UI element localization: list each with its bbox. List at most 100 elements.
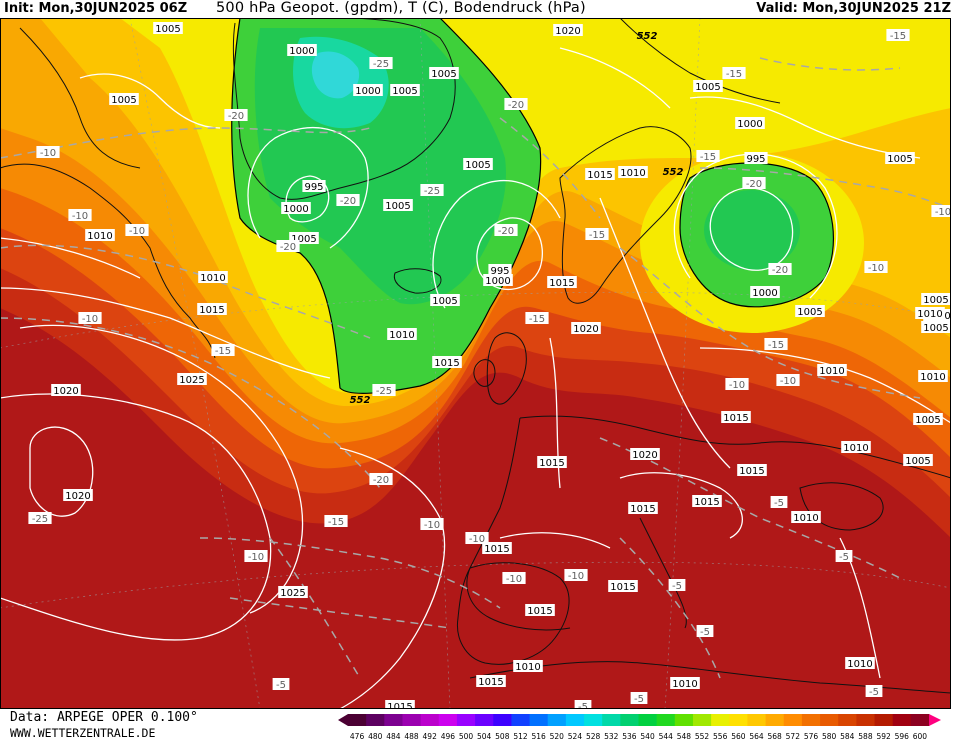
- isotherm-label: -25: [373, 59, 389, 70]
- colorbar-swatch: [910, 714, 930, 726]
- t-label-bg: [68, 209, 92, 221]
- isotherm-label: -10: [40, 148, 56, 159]
- t-label-bg: [764, 338, 788, 350]
- p-label-bg: [153, 22, 183, 34]
- isobar-label: 1010: [793, 513, 818, 524]
- colorbar-swatch: [493, 714, 512, 726]
- isobar-label: 1005: [392, 86, 417, 97]
- t-label-bg: [465, 532, 489, 544]
- colorbar-tick-label: 496: [441, 732, 456, 741]
- p-label-bg: [608, 580, 638, 592]
- map-title: 500 hPa Geopot. (gpdm), T (C), Bodendruc…: [216, 0, 586, 16]
- p-label-bg: [109, 93, 139, 105]
- colorbar-swatch: [584, 714, 603, 726]
- colorbar-swatch: [511, 714, 531, 726]
- p-label-bg: [525, 604, 555, 616]
- colorbar-swatch: [656, 714, 676, 726]
- p-label-bg: [885, 152, 915, 164]
- p-label-bg: [547, 276, 577, 288]
- p-label-bg: [845, 657, 875, 669]
- isotherm-label: -10: [129, 226, 145, 237]
- p-label-bg: [281, 202, 311, 214]
- p-label-bg: [903, 454, 933, 466]
- colorbar-swatch: [456, 714, 476, 726]
- isotherm-label: -15: [529, 314, 545, 325]
- isotherm-label: -5: [578, 702, 588, 709]
- p-label-bg: [287, 44, 317, 56]
- colorbar-tick-label: 544: [659, 732, 674, 741]
- t-label-bg: [36, 146, 60, 158]
- isotherm-label: -5: [869, 687, 879, 698]
- isobar-label: 1000: [752, 288, 777, 299]
- t-label-bg: [272, 678, 290, 690]
- p-label-bg: [198, 271, 228, 283]
- isobar-label: 1000: [289, 46, 314, 57]
- t-label-bg: [494, 224, 518, 236]
- colorbar-tick-label: 500: [459, 732, 474, 741]
- p-label-bg: [670, 677, 700, 689]
- isotherm-label: -25: [424, 186, 440, 197]
- colorbar-left-arrow: [338, 714, 348, 726]
- p-label-bg: [817, 364, 847, 376]
- t-label-bg: [420, 518, 444, 530]
- isobar-label: 1005: [797, 307, 822, 318]
- p-label-bg: [430, 294, 460, 306]
- colorbar-tick-label: 572: [786, 732, 801, 741]
- p-label-bg: [429, 67, 459, 79]
- isotherm-label: -25: [32, 514, 48, 525]
- isotherm-label: -20: [280, 242, 296, 253]
- colorbar-tick-label: 556: [713, 732, 728, 741]
- p-label-bg: [915, 307, 945, 319]
- field-geopot-532-core: [311, 51, 360, 99]
- colorbar-tick-label: 532: [604, 732, 619, 741]
- p-label-bg: [488, 264, 512, 276]
- isobar-label: 1025: [179, 375, 204, 386]
- t-label-bg: [211, 344, 235, 356]
- colorbar-swatch: [420, 714, 440, 726]
- t-label-bg: [78, 312, 102, 324]
- p-label-bg: [841, 441, 871, 453]
- p-label-bg: [791, 511, 821, 523]
- p-label-bg: [387, 328, 417, 340]
- data-source: Data: ARPEGE OPER 0.100°: [10, 710, 198, 725]
- isobar-label: 1015: [527, 606, 552, 617]
- isotherm-label: -10: [72, 211, 88, 222]
- t-label-bg: [768, 263, 792, 275]
- p-label-bg: [795, 305, 825, 317]
- t-label-bg: [630, 692, 648, 704]
- colorbar-tick-label: 536: [622, 732, 637, 741]
- isobar-label: 1015: [739, 466, 764, 477]
- isotherm-label: -5: [700, 627, 710, 638]
- t-label-bg: [525, 312, 549, 324]
- colorbar-tick-label: 588: [858, 732, 873, 741]
- t-label-bg: [420, 184, 444, 196]
- isotherm-label: -25: [376, 386, 392, 397]
- isobar-label: 1005: [905, 456, 930, 467]
- isotherm-label: -20: [228, 111, 244, 122]
- isotherm-label: -15: [726, 69, 742, 80]
- isobar-label: 1010: [847, 659, 872, 670]
- geopotential-labels: 552 552 552: [350, 31, 684, 406]
- colorbar-tick-label: 576: [804, 732, 819, 741]
- isobar-label: 1005: [432, 296, 457, 307]
- colorbar-swatch: [801, 714, 821, 726]
- isotherm-label: -15: [890, 31, 906, 42]
- isobar-label: 1005: [915, 415, 940, 426]
- colorbar-tick-label: 484: [386, 732, 401, 741]
- isotherm-label: -20: [746, 179, 762, 190]
- isobar-label: 1015: [478, 677, 503, 688]
- p-label-bg: [482, 542, 512, 554]
- isobar-label: 1015: [484, 544, 509, 555]
- isobar-label: 1010: [672, 679, 697, 690]
- t-label-bg: [369, 473, 393, 485]
- t-label-bg: [372, 384, 396, 396]
- t-label-bg: [224, 109, 248, 121]
- isotherm-label: -10: [568, 571, 584, 582]
- isobar-label: 1010: [389, 330, 414, 341]
- t-label-bg: [725, 378, 749, 390]
- isobar-label: 1005: [923, 295, 948, 306]
- p-label-bg: [383, 199, 413, 211]
- contour-552-east: [679, 162, 835, 308]
